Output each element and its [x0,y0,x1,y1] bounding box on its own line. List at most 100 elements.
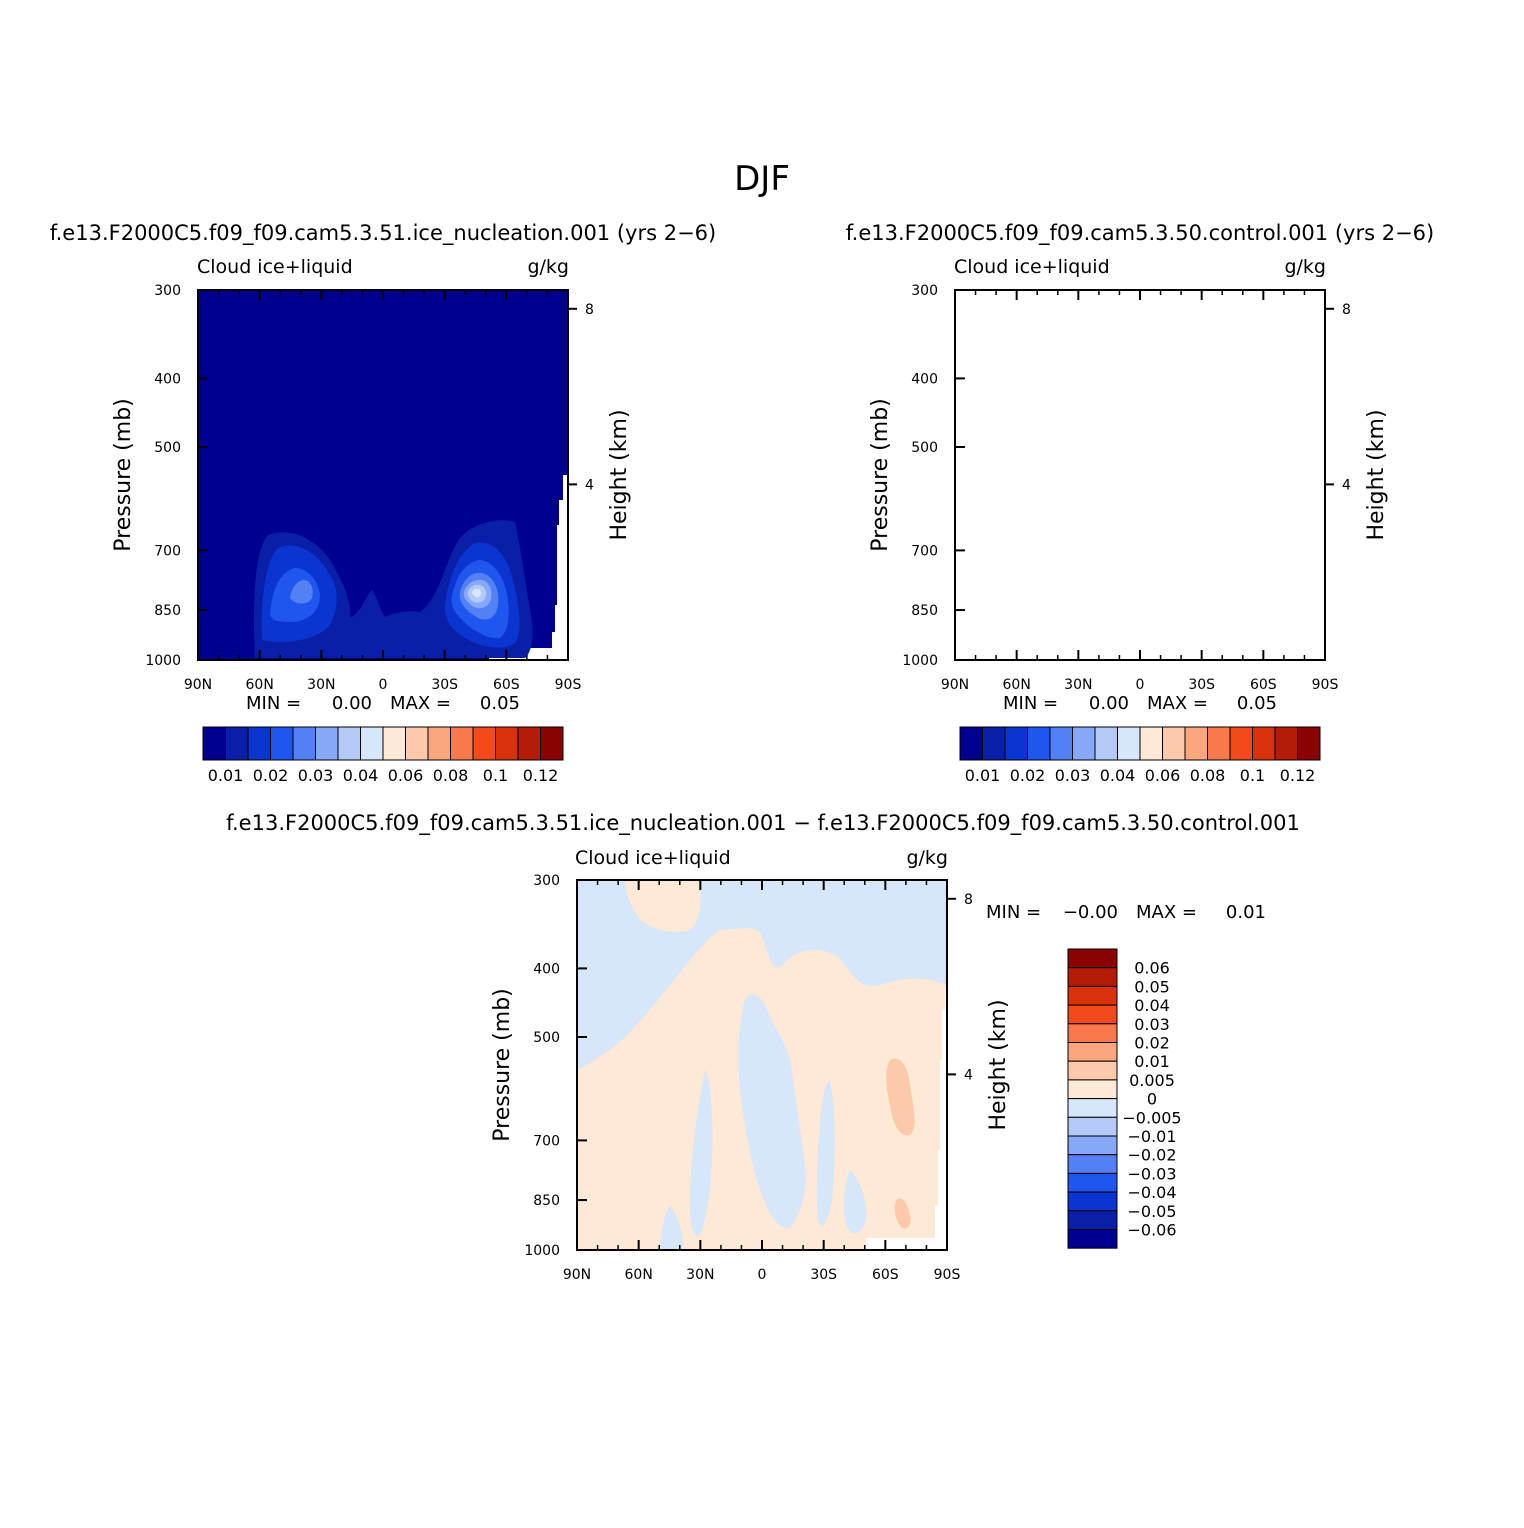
contour-band-negative [738,994,806,1229]
y-axis-label: Pressure (mb) [490,988,515,1142]
y-tick-label: 700 [533,1133,560,1149]
plot-frame [954,289,1326,661]
colorbar-swatch [382,726,406,761]
colorbar-swatch [1004,726,1028,761]
colorbar-swatch [1067,1135,1118,1156]
colorbar-label: 0.01 [965,766,1001,785]
units-label: g/kg [906,847,948,869]
colorbar-swatch [405,726,429,761]
colorbar-swatch [959,726,983,761]
colorbar-label: 0.02 [1010,766,1046,785]
colorbar-swatch [1139,726,1163,761]
y-tick-label: 850 [911,603,938,619]
x-tick-label: 60N [1003,677,1031,693]
colorbar-label: −0.03 [1127,1164,1176,1183]
contour-band-negative [660,1205,683,1250]
colorbar-label: 0 [1147,1090,1157,1109]
colorbar-swatch [315,726,339,761]
min-label: MIN = [1003,693,1058,714]
y2-axis-label: Height (km) [986,999,1011,1130]
contour-band [290,580,313,604]
y-tick-label: 1000 [524,1243,560,1259]
colorbar-swatch [1207,726,1231,761]
contour-band [1011,520,1290,658]
y-tick-label: 500 [911,440,938,456]
panel-difference: f.e13.F2000C5.f09_f09.cam5.3.51.ice_nucl… [226,811,1300,1283]
y-tick-label: 300 [911,283,938,299]
min-value: 0.00 [332,693,372,714]
colorbar-swatch [495,726,519,761]
y-tick-label: 1000 [145,653,181,669]
colorbar-label: 0.03 [298,766,334,785]
y-tick-label: 400 [154,371,181,387]
colorbar-swatch [1067,1116,1118,1137]
colorbar-swatch [540,726,564,761]
heatmap-field [955,290,1325,660]
colorbar-swatch [1067,1060,1118,1081]
contour-band-positive [625,880,701,932]
y-axis-label: Pressure (mb) [868,398,893,552]
min-label: MIN = [246,693,301,714]
min-value: 0.00 [1089,693,1129,714]
x-tick-label: 30N [307,677,335,693]
colorbar-swatch [337,726,361,761]
colorbar-label: −0.05 [1127,1202,1176,1221]
y2-axis-label: Height (km) [607,409,632,540]
colorbar-swatch [360,726,384,761]
y2-tick-label: 8 [964,892,973,908]
colorbar-label: −0.005 [1122,1108,1181,1127]
y-tick-label: 700 [911,543,938,559]
colorbar-label: 0.04 [1134,996,1170,1015]
contour-band [1027,568,1077,622]
colorbar-label: 0.05 [1134,977,1170,996]
variable-label: Cloud ice+liquid [954,256,1110,278]
contour-band [1217,573,1256,620]
colorbar-label: 0.08 [433,766,469,785]
x-tick-label: 90N [941,677,969,693]
x-tick-label: 60N [246,677,274,693]
x-tick-label: 0 [379,677,388,693]
max-value: 0.05 [480,693,520,714]
colorbar-swatch [1184,726,1208,761]
colorbar-label: 0.03 [1134,1015,1170,1034]
min-label: MIN = [986,902,1041,923]
y-tick-label: 500 [154,440,181,456]
y-tick-label: 400 [533,961,560,977]
panel-title: f.e13.F2000C5.f09_f09.cam5.3.51.ice_nucl… [226,811,1300,836]
colorbar-label: 0.12 [523,766,559,785]
contour-band [1202,543,1277,648]
x-tick-label: 60S [872,1267,899,1283]
x-tick-label: 30N [1064,677,1092,693]
missing-data-region [489,475,568,660]
colorbar-swatch [1274,726,1298,761]
colorbar-label: 0.03 [1055,766,1091,785]
colorbar-swatch [1067,1023,1118,1043]
contour-band [1208,560,1265,638]
colorbar-swatch [982,726,1006,761]
colorbar-swatch [1067,985,1118,1006]
colorbar-label: −0.06 [1127,1221,1176,1240]
contour-band-negative [690,1070,713,1236]
contour-band [1225,585,1243,603]
colorbar-swatch [1072,726,1096,761]
colorbar: 0.01 0.02 0.03 0.04 0.06 0.08 0.1 0.12 [959,726,1321,785]
y2-tick-label: 8 [1342,302,1351,318]
units-label: g/kg [527,256,569,278]
colorbar-swatch [1067,1079,1118,1100]
colorbar-swatch [1229,726,1253,761]
contour-band [1019,546,1094,642]
max-label: MAX = [1136,902,1197,923]
units-label: g/kg [1284,256,1326,278]
missing-data-region [1246,475,1325,660]
y-tick-label: 700 [154,543,181,559]
axis-ticks: 90N 60N 30N 0 30S 60S 90S 300 400 500 700 850 1000 8 4 [524,873,973,1283]
colorbar-label: 0.02 [1134,1034,1170,1053]
colorbar-label: 0.06 [1145,766,1181,785]
variable-label: Cloud ice+liquid [575,847,731,869]
colorbar-swatch [1067,1042,1118,1062]
y-tick-label: 300 [154,283,181,299]
colorbar-swatch [1067,1191,1118,1212]
colorbar-swatch [517,726,541,761]
colorbar-swatch [1067,1229,1118,1249]
